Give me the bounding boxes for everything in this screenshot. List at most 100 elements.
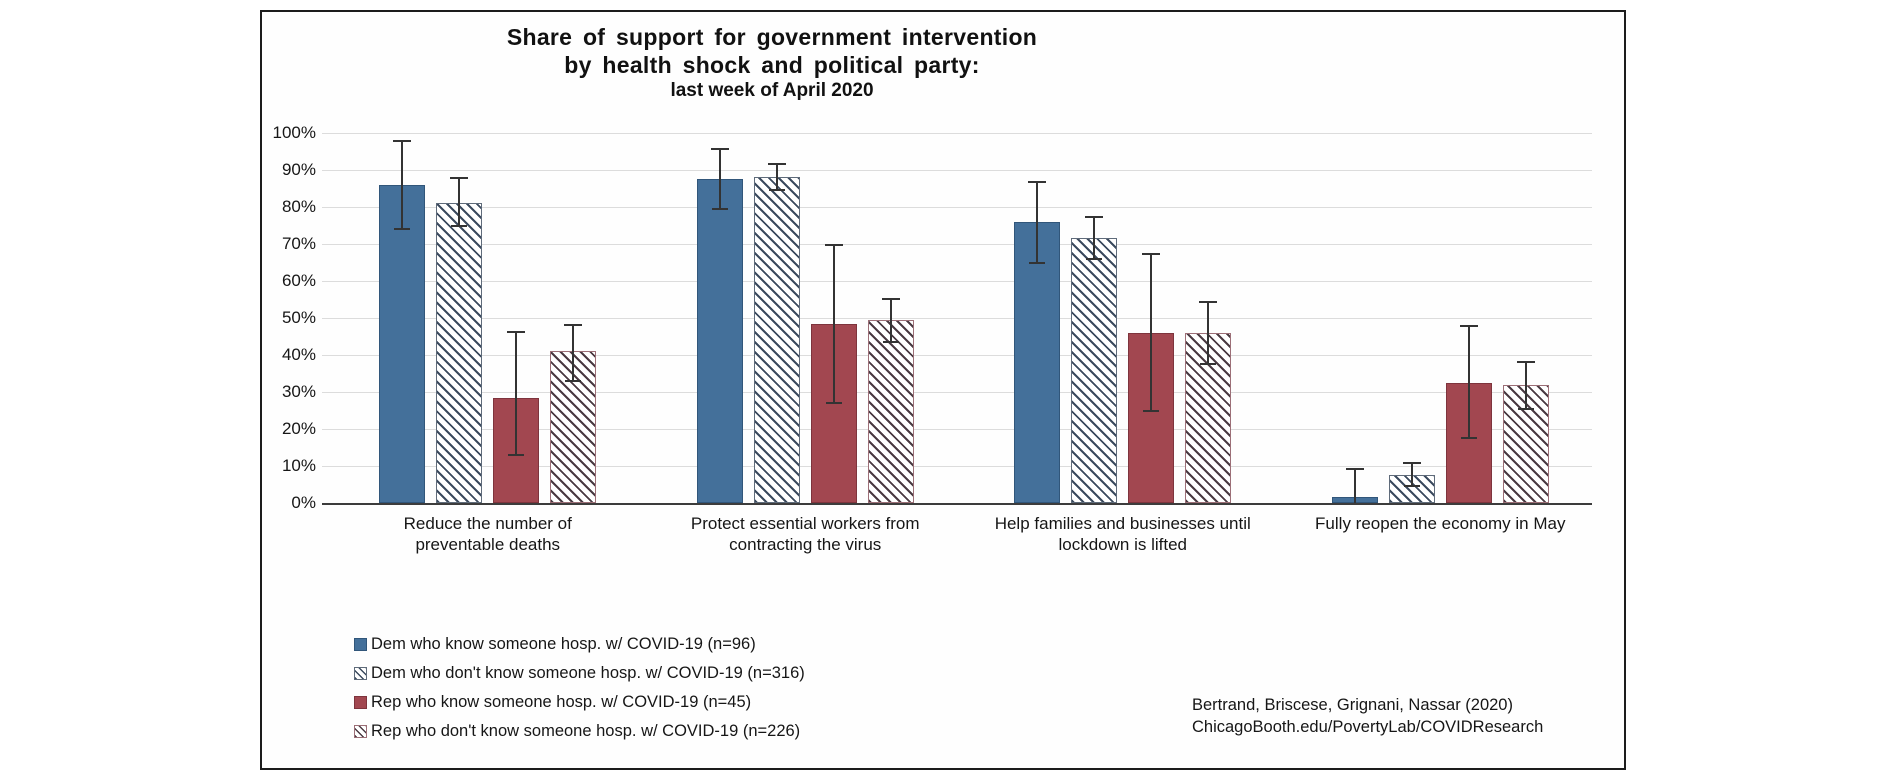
- error-bar-line: [1036, 181, 1039, 263]
- error-bar-line: [718, 147, 721, 209]
- gridline: [322, 244, 1592, 245]
- chart-title-line2: by health shock and political party:: [564, 51, 980, 78]
- error-bar-cap-bottom: [1086, 257, 1103, 260]
- gridline: [322, 133, 1592, 134]
- error-bar-cap-top: [1085, 216, 1104, 219]
- bar-4-cat2: [867, 319, 914, 503]
- error-bar-line: [1524, 360, 1527, 409]
- error-bar-cap-top: [1345, 467, 1364, 470]
- bar-3-cat4: [1445, 382, 1492, 503]
- chart-title: Share of support for government interven…: [262, 24, 1282, 103]
- error-bar-line: [1207, 301, 1210, 365]
- chart-title-line3: last week of April 2020: [670, 80, 874, 102]
- error-bar-cap-top: [1516, 360, 1535, 363]
- error-bar-line: [1410, 462, 1413, 487]
- legend-item: Dem who know someone hosp. w/ COVID-19 (…: [354, 630, 805, 659]
- bar-1-cat2: [696, 179, 743, 503]
- error-bar-line: [1467, 325, 1470, 439]
- y-axis-label: 100%: [272, 123, 316, 142]
- gridline: [322, 170, 1592, 171]
- legend-marker: [354, 725, 367, 738]
- error-bar-line: [1093, 216, 1096, 259]
- error-bar-line: [515, 330, 518, 455]
- y-axis-label: 0%: [291, 493, 316, 512]
- legend: Dem who know someone hosp. w/ COVID-19 (…: [354, 630, 805, 746]
- error-bar-cap-bottom: [565, 379, 582, 382]
- bar-4-cat3: [1185, 332, 1232, 503]
- error-bar-cap-bottom: [882, 341, 899, 344]
- y-axis-label: 40%: [281, 345, 316, 364]
- attribution-line1: Bertrand, Briscese, Grignani, Nassar (20…: [1192, 696, 1513, 714]
- y-axis-label: 70%: [281, 234, 316, 253]
- error-bar-cap-bottom: [1460, 437, 1477, 440]
- gridline: [322, 207, 1592, 208]
- y-axis-label: 80%: [281, 197, 316, 216]
- category-label: Protect essential workers from contractin…: [690, 514, 920, 555]
- y-axis-label: 30%: [281, 382, 316, 401]
- bar-4-cat1: [550, 351, 597, 503]
- error-bar-cap-bottom: [1143, 409, 1160, 412]
- error-bar-cap-top: [767, 162, 786, 165]
- legend-marker: [354, 638, 367, 651]
- error-bar-cap-top: [1199, 301, 1218, 304]
- legend-marker: [354, 667, 367, 680]
- bar-2-cat3: [1071, 238, 1118, 503]
- gridline: [322, 392, 1592, 393]
- y-axis-label: 50%: [281, 308, 316, 327]
- error-bar-cap-bottom: [711, 207, 728, 210]
- error-bar-line: [775, 162, 778, 191]
- error-bar-cap-bottom: [1200, 363, 1217, 366]
- legend-marker: [354, 696, 367, 709]
- bar-2-cat1: [436, 203, 483, 503]
- x-axis-line: [322, 503, 1592, 505]
- error-bar-cap-top: [1459, 325, 1478, 328]
- bar-1-cat1: [379, 184, 426, 503]
- category-label: Help families and businesses until lockdo…: [994, 514, 1251, 555]
- attribution-line2: ChicagoBooth.edu/PovertyLab/COVIDResearc…: [1192, 718, 1544, 737]
- error-bar-cap-bottom: [1517, 407, 1534, 410]
- legend-item: Rep who know someone hosp. w/ COVID-19 (…: [354, 688, 805, 717]
- attribution: Bertrand, Briscese, Grignani, Nassar (20…: [1192, 694, 1880, 739]
- error-bar-cap-top: [450, 177, 469, 180]
- gridline: [322, 466, 1592, 467]
- error-bar-cap-bottom: [768, 189, 785, 192]
- legend-label: Dem who don't know someone hosp. w/ COVI…: [371, 664, 805, 682]
- error-bar-cap-top: [1142, 253, 1161, 256]
- error-bar-line: [1353, 467, 1356, 503]
- y-axis-label: 60%: [281, 271, 316, 290]
- gridline: [322, 281, 1592, 282]
- category-label: Fully reopen the economy in May: [1315, 514, 1566, 533]
- category-label: Reduce the number of preventable deaths: [403, 514, 572, 555]
- gridline: [322, 429, 1592, 430]
- error-bar-cap-bottom: [825, 402, 842, 405]
- y-axis-label: 20%: [281, 419, 316, 438]
- legend-label: Rep who don't know someone hosp. w/ COVI…: [371, 722, 801, 740]
- gridline: [322, 355, 1592, 356]
- error-bar-cap-top: [507, 330, 526, 333]
- legend-label: Rep who know someone hosp. w/ COVID-19 (…: [371, 693, 752, 711]
- error-bar-cap-top: [1028, 181, 1047, 184]
- legend-item: Dem who don't know someone hosp. w/ COVI…: [354, 659, 805, 688]
- error-bar-cap-bottom: [1029, 261, 1046, 264]
- error-bar-line: [832, 244, 835, 404]
- error-bar-line: [572, 323, 575, 381]
- legend-item: Rep who don't know someone hosp. w/ COVI…: [354, 717, 805, 746]
- error-bar-cap-top: [710, 147, 729, 150]
- error-bar-cap-top: [824, 244, 843, 246]
- error-bar-cap-bottom: [1403, 485, 1420, 488]
- error-bar-cap-bottom: [394, 228, 411, 231]
- error-bar-line: [1150, 253, 1153, 411]
- error-bar-cap-top: [881, 297, 900, 300]
- plot-area: 0% 10% 20% 30% 40% 50% 60% 70% 80% 90% 100% Reduce …: [273, 123, 1592, 554]
- legend-label: Dem who know someone hosp. w/ COVID-19 (…: [371, 635, 756, 653]
- error-bar-cap-top: [1402, 462, 1421, 465]
- error-bar-cap-top: [564, 323, 583, 326]
- bar-1-cat3: [1014, 221, 1061, 503]
- y-axis-label: 90%: [281, 160, 316, 179]
- gridline: [322, 318, 1592, 319]
- error-bar-line: [889, 297, 892, 343]
- error-bar-line: [401, 140, 404, 230]
- chart-frame: Share of support for government interven…: [260, 10, 1626, 770]
- error-bar-cap-top: [393, 140, 412, 143]
- bar-2-cat2: [753, 177, 800, 503]
